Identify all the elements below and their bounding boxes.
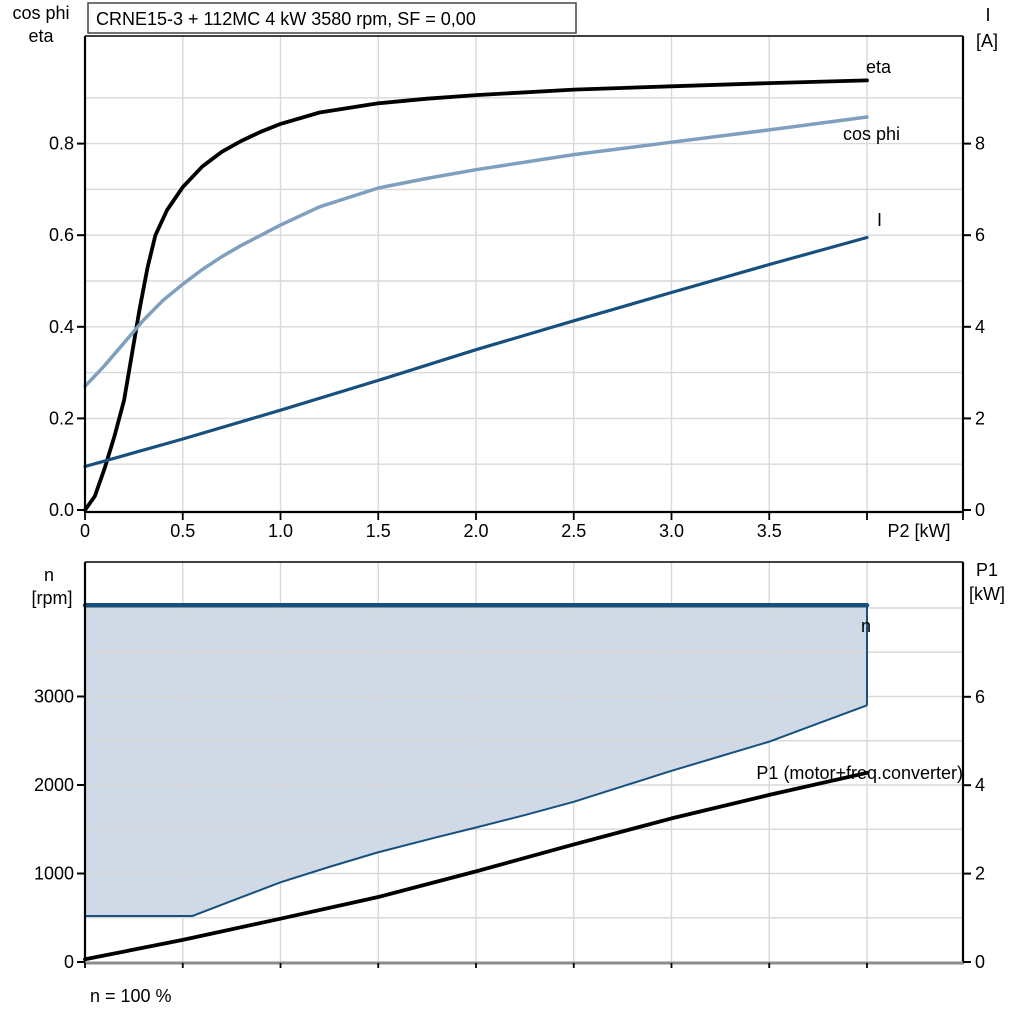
x-tick-label: 1.0 [268, 521, 293, 541]
cos-phi-curve [83, 115, 869, 389]
chart-title: CRNE15-3 + 112MC 4 kW 3580 rpm, SF = 0,0… [96, 9, 476, 29]
y-right-tick-label: 2 [975, 864, 985, 884]
bottom-chart-curves [82, 603, 870, 962]
eta-curve [83, 78, 869, 512]
speed-note: n = 100 % [90, 986, 172, 1006]
y-left-tick-label: 0.4 [49, 317, 74, 337]
speed-curve-label: n [861, 616, 871, 636]
cos-phi-curve-label: cos phi [843, 124, 900, 144]
y-left-tick-label: 1000 [34, 864, 74, 884]
top-right-axis-title-I: I [985, 5, 990, 25]
bottom-left-axis-title-n: n [44, 565, 54, 585]
top-chart-gridlines [85, 36, 963, 512]
y-right-tick-label: 8 [975, 134, 985, 154]
bottom-chart-ticks: 0 1000 2000 3000 0 2 4 6 [34, 687, 985, 973]
y-left-tick-label: 2000 [34, 775, 74, 795]
x-tick-label: 2.5 [561, 521, 586, 541]
p1-curve [83, 770, 869, 962]
top-x-axis-title: P2 [kW] [887, 521, 950, 541]
bottom-left-axis-title-unit: [rpm] [31, 588, 72, 608]
y-left-tick-label: 3000 [34, 687, 74, 707]
bottom-right-axis-title-P1: P1 [976, 560, 998, 580]
p1-curve-label: P1 (motor+freq.converter) [756, 763, 963, 783]
y-left-tick-label: 0 [64, 952, 74, 972]
top-left-axis-title-eta: eta [28, 26, 54, 46]
chart-title-box [87, 2, 577, 34]
i-curve [83, 235, 869, 469]
y-right-tick-label: 6 [975, 225, 985, 245]
eta-curve-label: eta [866, 57, 892, 77]
y-right-tick-label: 4 [975, 317, 985, 337]
y-right-tick-label: 6 [975, 687, 985, 707]
top-left-axis-title-cosphi: cos phi [12, 3, 69, 23]
y-right-tick-label: 0 [975, 952, 985, 972]
y-left-tick-label: 0.2 [49, 408, 74, 428]
top-chart-frame [83, 35, 965, 514]
x-tick-label: 2.0 [463, 521, 488, 541]
top-chart-curves [83, 78, 869, 512]
x-tick-label: 1.5 [366, 521, 391, 541]
x-tick-label: 0.5 [170, 521, 195, 541]
y-left-tick-label: 0.0 [49, 500, 74, 520]
top-chart-ticks: 0.0 0.2 0.4 0.6 0.8 0 2 4 6 8 0 0.5 1.0 1.5 2.0 2.5 3.0 3… [49, 134, 985, 541]
y-right-tick-label: 0 [975, 500, 985, 520]
static-labels: cos phi eta I [A] P2 [kW] eta cos phi I … [12, 2, 1005, 1006]
bottom-chart-frame [83, 561, 965, 965]
y-left-tick-label: 0.6 [49, 225, 74, 245]
bottom-right-axis-title-unit: [kW] [969, 584, 1005, 604]
current-curve-label: I [877, 210, 882, 230]
x-tick-label: 3.0 [659, 521, 684, 541]
x-tick-label: 0 [80, 521, 90, 541]
x-tick-label: 3.5 [757, 521, 782, 541]
speed-min-boundary [85, 704, 868, 917]
generated-chart-layers: 0.0 0.2 0.4 0.6 0.8 0 2 4 6 8 0 0.5 1.0 1.5 2.0 2.5 3.0 3… [34, 35, 985, 973]
y-right-tick-label: 4 [975, 775, 985, 795]
y-left-tick-label: 0.8 [49, 134, 74, 154]
speed-range-edges [85, 605, 868, 917]
top-right-axis-title-unit: [A] [976, 31, 998, 51]
y-right-tick-label: 2 [975, 408, 985, 428]
